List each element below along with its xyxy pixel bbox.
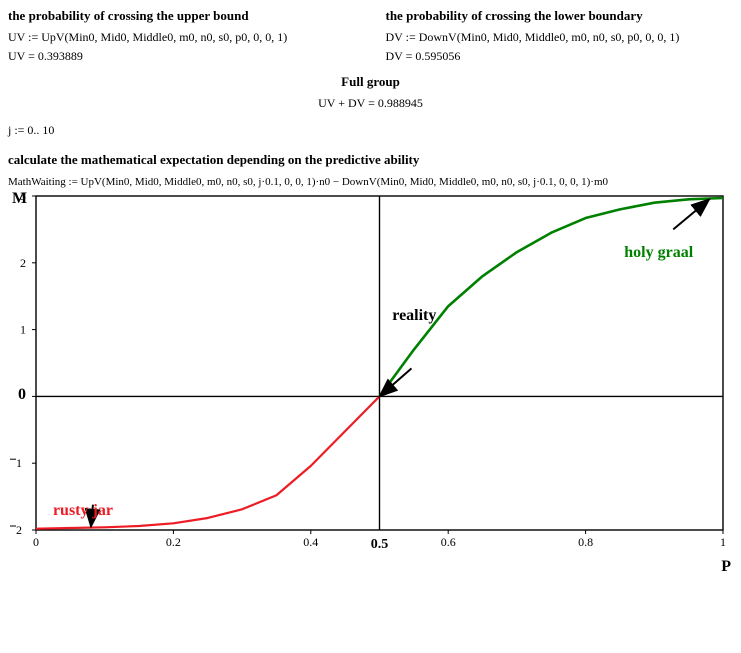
svg-text:0.5: 0.5 [371, 537, 389, 552]
fullgroup-title: Full group [8, 74, 733, 90]
annotation-reality: reality [392, 307, 436, 325]
svg-text:1: 1 [16, 456, 22, 470]
fullgroup-value: UV + DV = 0.988945 [8, 96, 733, 111]
annotation-rusty-jar: rusty jar [53, 502, 113, 520]
y-zero-label: 0 [18, 386, 26, 404]
annotation-holy-graal: holy graal [624, 244, 693, 262]
svg-text:0.8: 0.8 [578, 535, 593, 549]
y-axis-label: M [12, 190, 27, 208]
calc-title: calculate the mathematical expectation d… [8, 152, 733, 168]
lower-bound-title: the probability of crossing the lower bo… [386, 8, 734, 24]
dv-definition: DV := DownV(Min0, Mid0, Middle0, m0, n0,… [386, 30, 734, 45]
svg-text:0.4: 0.4 [303, 535, 318, 549]
svg-text:0.2: 0.2 [166, 535, 181, 549]
j-range: j := 0.. 10 [8, 123, 733, 138]
svg-text:1: 1 [720, 535, 726, 549]
uv-definition: UV := UpV(Min0, Mid0, Middle0, m0, n0, s… [8, 30, 356, 45]
chart-container: M 2112300.20.40.60.810.5 P 0 rusty jarre… [8, 192, 733, 572]
svg-text:1: 1 [20, 323, 26, 337]
svg-text:2: 2 [16, 523, 22, 537]
svg-text:0.6: 0.6 [441, 535, 456, 549]
svg-text:0: 0 [33, 535, 39, 549]
svg-text:2: 2 [20, 256, 26, 270]
mathwaiting-formula: MathWaiting := UpV(Min0, Mid0, Middle0, … [8, 176, 733, 188]
x-axis-label: P [721, 558, 731, 576]
uv-value: UV = 0.393889 [8, 49, 356, 64]
upper-bound-title: the probability of crossing the upper bo… [8, 8, 356, 24]
dv-value: DV = 0.595056 [386, 49, 734, 64]
